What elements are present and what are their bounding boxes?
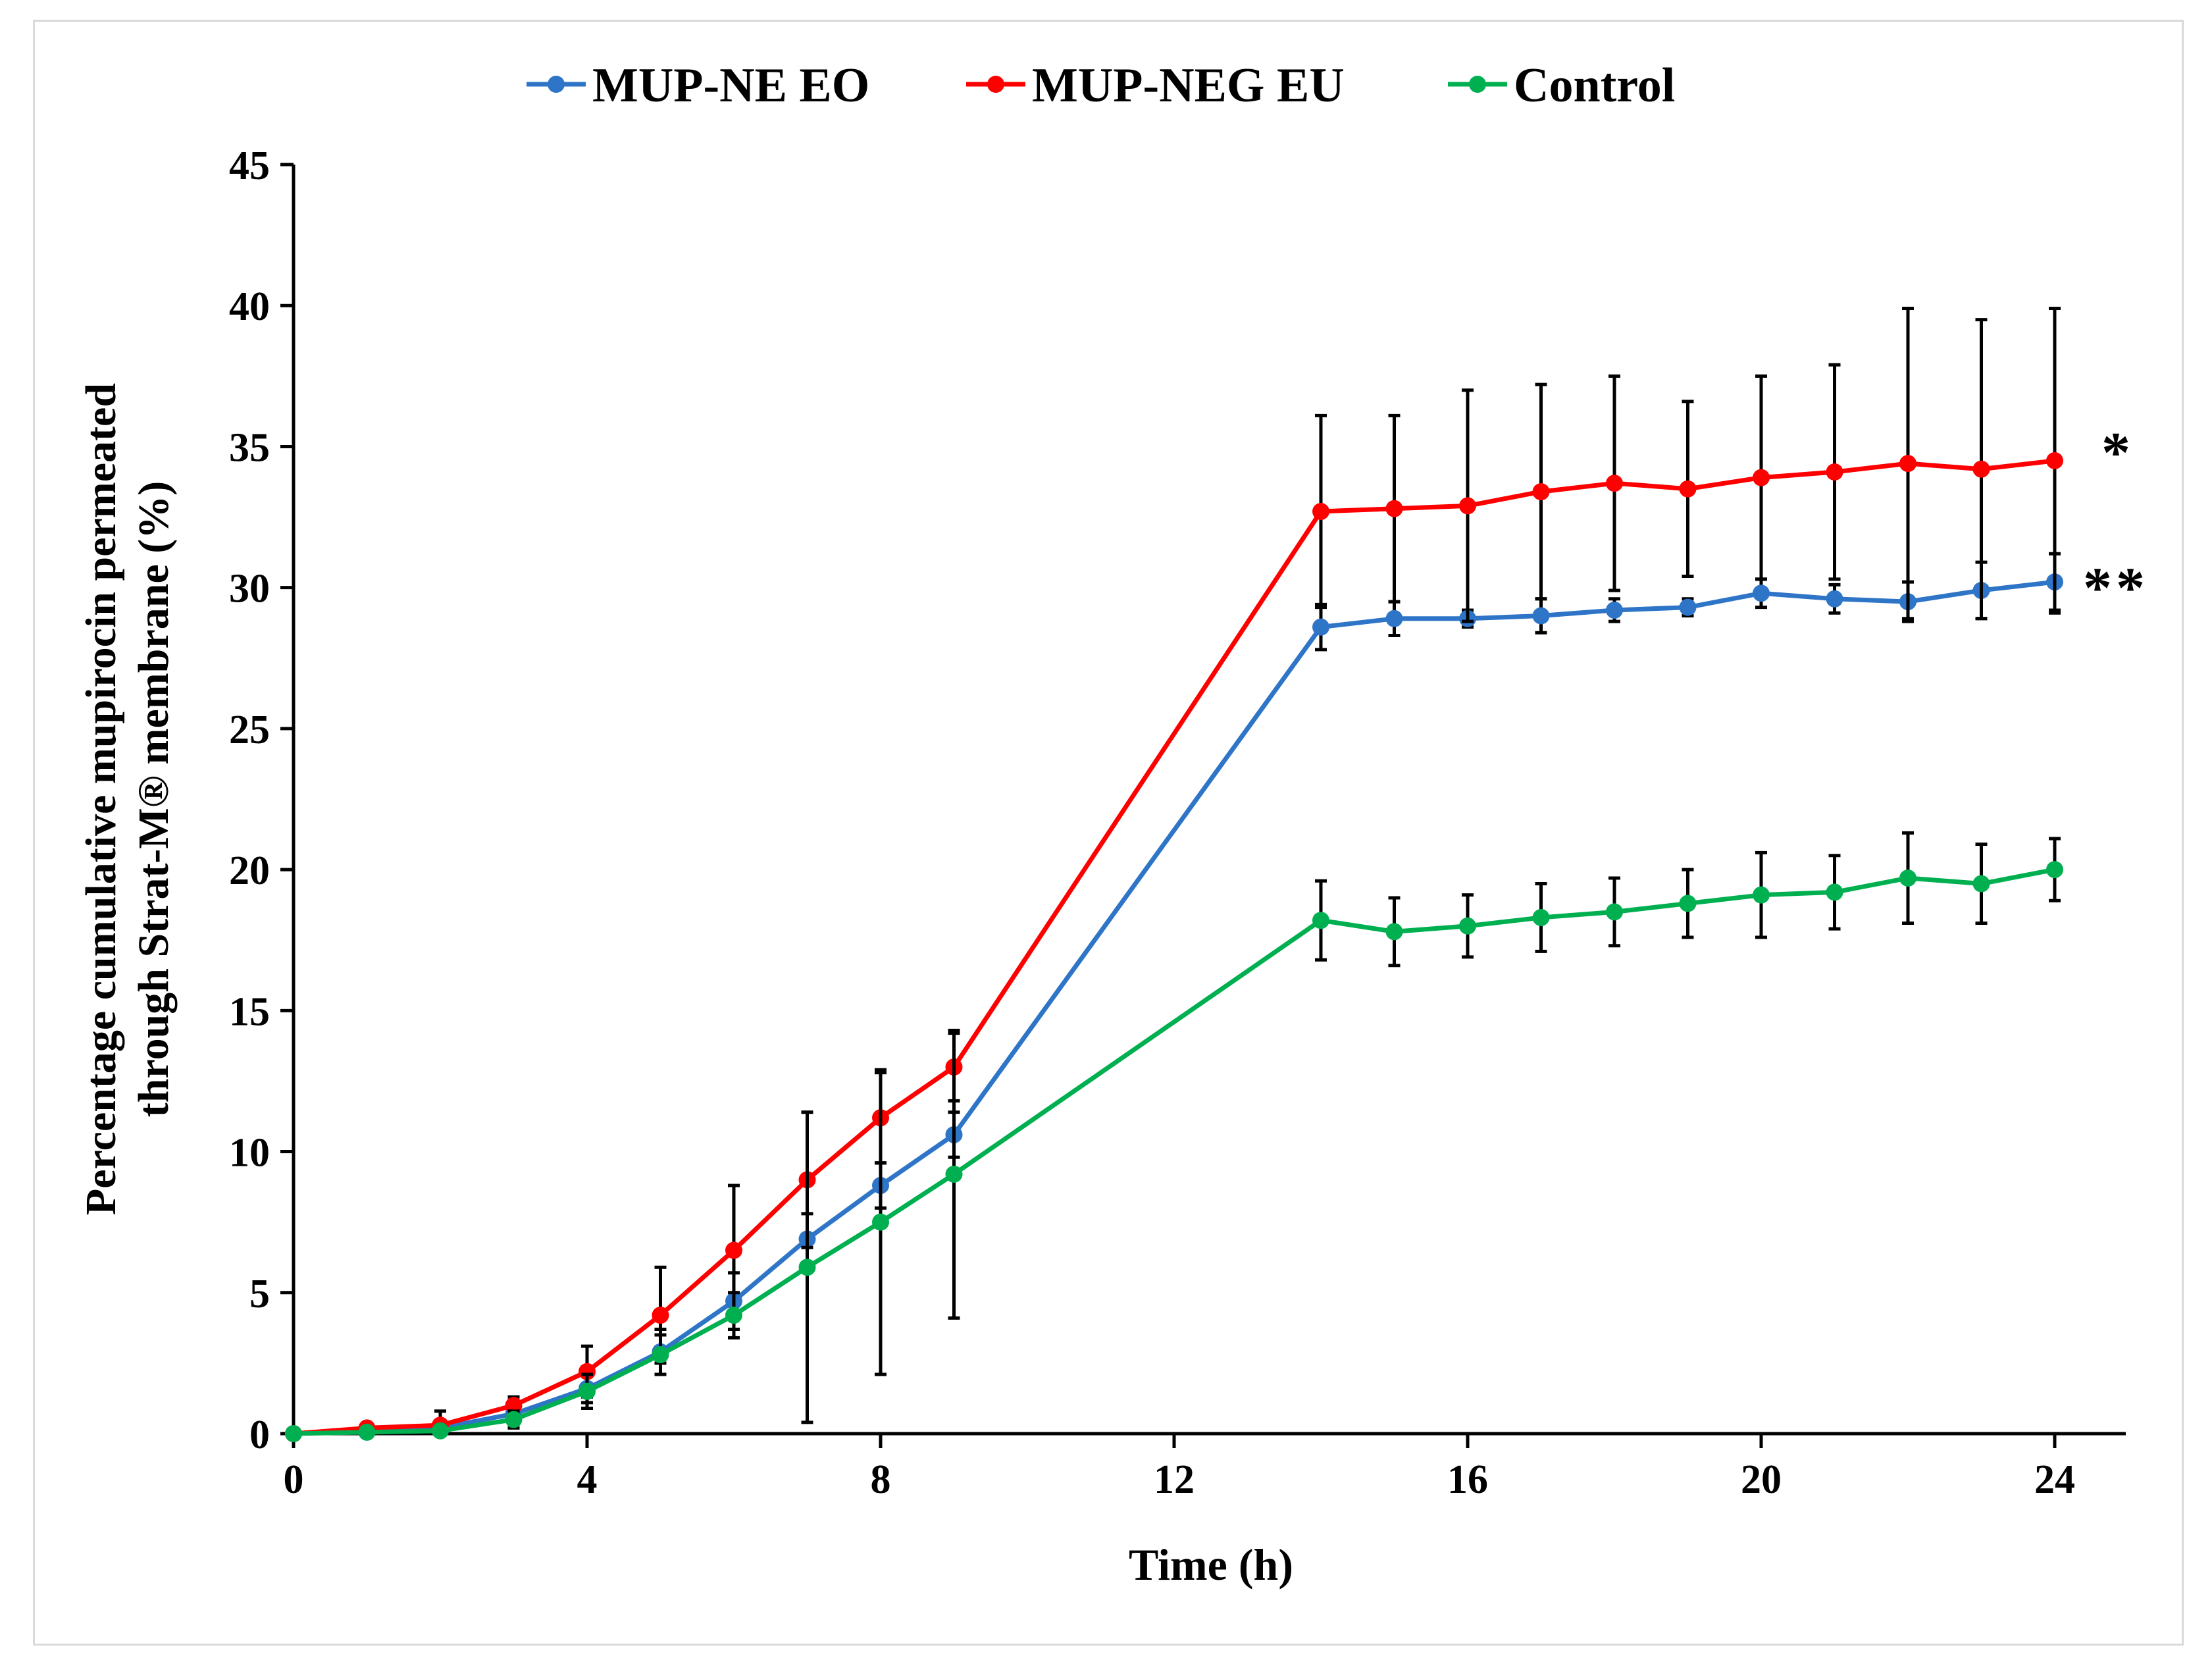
legend-swatch-marker [1469, 76, 1486, 93]
data-point-control [1459, 917, 1476, 935]
y-axis-ticks: 0 5 10 15 20 25 30 35 40 45 [229, 143, 294, 1457]
significance-annotations: *** [2083, 421, 2149, 621]
legend-label-control: Control [1514, 59, 1675, 113]
data-point-control [1532, 908, 1550, 926]
data-point-mup-ne-eo [1385, 610, 1403, 627]
y-tick-label: 20 [229, 848, 270, 893]
data-point-mup-neg-eu [1312, 502, 1329, 520]
error-bars-control [507, 831, 2061, 1430]
significance-marker: ** [2083, 557, 2149, 621]
legend-item-mup-ne-eo: MUP-NE EO [527, 59, 869, 113]
y-tick-label: 30 [229, 567, 270, 612]
y-tick-label: 25 [229, 708, 270, 752]
legend: MUP-NE EO MUP-NEG EU Control [527, 59, 1675, 113]
data-point-mup-neg-eu [1826, 463, 1843, 481]
legend-swatch-marker [987, 76, 1004, 93]
y-tick-label: 10 [229, 1131, 270, 1176]
series-line-mup-neg-eu [293, 458, 2055, 1436]
data-point-mup-ne-eo [1532, 607, 1550, 625]
legend-item-control: Control [1448, 59, 1675, 113]
data-point-control [872, 1213, 889, 1231]
data-point-mup-neg-eu [1972, 460, 1990, 478]
series-group [285, 307, 2063, 1442]
data-point-control [1679, 895, 1697, 912]
data-point-mup-neg-eu [1459, 497, 1476, 515]
data-point-control [285, 1425, 302, 1442]
data-point-mup-neg-eu [1532, 482, 1550, 500]
error-bars-mup-neg-eu [434, 307, 2061, 1436]
legend-label-mup-neg-eu: MUP-NEG EU [1032, 59, 1345, 113]
x-tick-label: 0 [284, 1457, 304, 1502]
data-point-mup-neg-eu [1753, 469, 1770, 486]
data-point-control [432, 1422, 449, 1440]
y-axis-label-line1: Percentage cumulative mupirocin permeate… [77, 383, 125, 1215]
x-axis-label: Time (h) [1129, 1540, 1293, 1590]
legend-swatch-marker [548, 76, 565, 93]
y-tick-label: 40 [229, 284, 270, 329]
series-control [285, 831, 2063, 1442]
data-point-control [1753, 886, 1770, 904]
x-axis-ticks: 0 4 8 12 16 20 24 [284, 1434, 2075, 1502]
data-point-mup-neg-eu [725, 1241, 742, 1259]
data-point-control [945, 1165, 963, 1183]
x-tick-label: 16 [1447, 1457, 1488, 1502]
data-point-control [1606, 903, 1623, 921]
data-point-mup-ne-eo [1753, 585, 1770, 602]
data-point-control [1899, 869, 1916, 887]
data-point-control [1972, 875, 1990, 893]
legend-item-mup-neg-eu: MUP-NEG EU [966, 59, 1345, 113]
x-tick-label: 12 [1154, 1457, 1195, 1502]
data-point-mup-neg-eu [1606, 475, 1623, 492]
y-tick-label: 35 [229, 425, 270, 470]
data-point-control [1826, 883, 1843, 901]
data-point-control [725, 1307, 742, 1324]
y-tick-label: 45 [229, 143, 270, 188]
series-mup-neg-eu [285, 307, 2063, 1442]
data-point-mup-neg-eu [2046, 452, 2063, 469]
data-point-mup-neg-eu [1679, 480, 1697, 498]
y-tick-label: 15 [229, 989, 270, 1034]
data-point-mup-neg-eu [1385, 500, 1403, 517]
data-point-control [1312, 912, 1329, 929]
data-point-control [1385, 923, 1403, 941]
y-tick-label: 0 [249, 1413, 270, 1457]
axes [292, 165, 2126, 1436]
series-line-mup-ne-eo [293, 579, 2055, 1436]
legend-label-mup-ne-eo: MUP-NE EO [592, 59, 869, 113]
data-point-control [652, 1346, 669, 1364]
significance-marker: * [2101, 421, 2134, 485]
x-tick-label: 8 [871, 1457, 891, 1502]
y-tick-label: 5 [249, 1272, 270, 1316]
data-point-mup-ne-eo [1826, 590, 1843, 608]
data-point-mup-neg-eu [652, 1307, 669, 1324]
x-tick-label: 20 [1741, 1457, 1782, 1502]
data-point-mup-ne-eo [1679, 598, 1697, 616]
series-line-control [293, 867, 2055, 1436]
data-point-control [579, 1382, 596, 1400]
y-axis-label-line2: through Strat-M® membrane (%) [130, 481, 178, 1117]
data-point-mup-ne-eo [1312, 618, 1329, 636]
data-point-control [798, 1259, 816, 1276]
data-point-mup-ne-eo [1606, 601, 1623, 619]
x-tick-label: 24 [2034, 1457, 2075, 1502]
data-point-control [358, 1423, 376, 1441]
data-point-control [2046, 861, 2063, 879]
x-tick-label: 4 [577, 1457, 598, 1502]
data-point-control [505, 1411, 523, 1428]
data-point-mup-neg-eu [1899, 455, 1916, 473]
series-mup-ne-eo [285, 552, 2063, 1442]
